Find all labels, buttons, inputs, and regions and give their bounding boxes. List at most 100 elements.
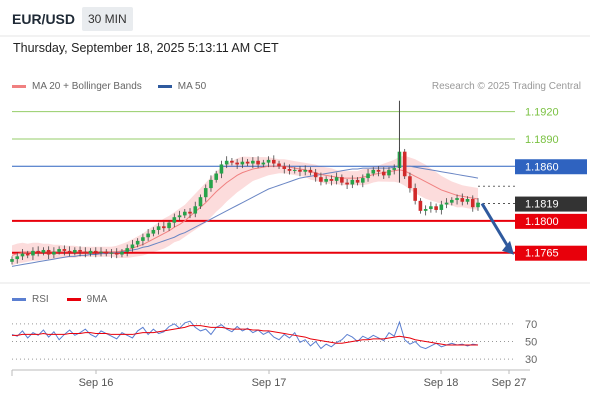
forecast-arrow <box>480 202 510 248</box>
candle-body <box>371 169 376 174</box>
research-credit: Research © 2025 Trading Central <box>431 81 581 92</box>
candle-body <box>120 251 124 255</box>
candle-body <box>434 206 438 210</box>
candle-body <box>25 253 30 256</box>
candle-body <box>376 169 381 172</box>
x-tick-label: Sep 27 <box>492 377 527 389</box>
rsi-legend: RSI 9MA <box>12 294 107 305</box>
candle-body <box>387 169 391 176</box>
level-tag-1.1800 <box>515 213 587 229</box>
candle-body <box>83 251 88 254</box>
legend-item-9ma: 9MA <box>66 294 108 305</box>
candle-body <box>392 168 397 170</box>
candle-body <box>261 162 266 165</box>
rsi-tick-label: 50 <box>525 337 537 349</box>
candle-body <box>298 169 302 172</box>
9ma-label: 9MA <box>86 294 108 305</box>
candle-body <box>324 178 328 182</box>
level-tag-1.1765 <box>515 245 587 261</box>
level-label-1.1860: 1.1860 <box>525 161 559 173</box>
bollinger-band <box>12 155 478 266</box>
rsi-line <box>11 320 479 350</box>
candle-body <box>251 160 255 164</box>
level-tag-1.1860 <box>515 159 587 175</box>
candle-body <box>172 217 177 223</box>
candle-body <box>162 226 166 229</box>
candle-body <box>109 252 114 254</box>
candle-body <box>245 161 250 164</box>
timestamp: Thursday, September 18, 2025 5:13:11 AM … <box>13 41 279 55</box>
candle-body <box>130 244 135 249</box>
candle-body <box>135 240 140 245</box>
candle-body <box>465 199 470 202</box>
timeframe-badge[interactable]: 30 MIN <box>82 7 133 31</box>
level-label-1.1800: 1.1800 <box>525 216 559 228</box>
candle-body <box>413 188 417 201</box>
price-legend: MA 20 + Bollinger Bands MA 50 <box>12 81 206 92</box>
candle-body <box>334 177 339 181</box>
candle-body <box>104 251 109 254</box>
candle-body <box>146 233 150 238</box>
candle-body <box>88 250 93 254</box>
candle-body <box>182 211 187 216</box>
rsi-tick-label: 30 <box>525 354 537 366</box>
x-tick-label: Sep 16 <box>79 377 114 389</box>
ma50-label: MA 50 <box>177 81 207 92</box>
rsi-label: RSI <box>32 294 49 305</box>
rsi-tick-label: 70 <box>525 319 537 331</box>
rsi-9ma-line <box>12 325 478 346</box>
ma50-swatch <box>157 85 172 88</box>
candle-body <box>193 206 198 214</box>
candle-body <box>429 206 433 210</box>
candle-body <box>408 176 412 189</box>
candle-body <box>476 202 480 208</box>
candle-body <box>78 249 82 252</box>
candle-body <box>15 256 20 260</box>
ma20-label: MA 20 + Bollinger Bands <box>32 81 142 92</box>
candle-body <box>350 179 355 185</box>
candle-body <box>340 177 344 183</box>
candle-body <box>177 215 182 218</box>
candle-body <box>444 202 449 205</box>
candle-body <box>470 199 475 208</box>
candle-body <box>36 250 40 253</box>
candle-body <box>224 160 229 165</box>
candle-body <box>41 249 46 253</box>
candle-body <box>214 173 219 180</box>
candle-body <box>20 253 25 257</box>
candle-body <box>73 249 77 253</box>
level-label-1.1819: 1.1819 <box>525 199 559 211</box>
candle-body <box>167 222 171 229</box>
candle-body <box>114 252 119 255</box>
legend-item-ma20: MA 20 + Bollinger Bands <box>12 81 142 92</box>
candle-body <box>188 211 192 214</box>
candle-body <box>240 161 245 165</box>
candle-body <box>460 198 465 202</box>
candle-body <box>345 182 349 185</box>
candle-body <box>277 163 281 167</box>
candle-body <box>93 250 98 253</box>
candle-body <box>402 151 407 177</box>
candle-body <box>31 250 35 256</box>
candle-body <box>62 249 67 251</box>
instrument-symbol: EUR/USD <box>12 11 76 27</box>
candle-body <box>256 160 260 165</box>
candle-body <box>450 199 454 203</box>
candle-body <box>156 226 161 230</box>
candle-body <box>151 229 156 234</box>
candle-body <box>271 159 276 164</box>
candle-body <box>308 169 313 173</box>
candle-body <box>125 248 129 252</box>
candle-body <box>366 173 370 179</box>
candle-body <box>198 197 203 207</box>
ma20-swatch <box>12 85 26 88</box>
candle-body <box>355 179 360 183</box>
candle-body <box>99 251 103 253</box>
legend-item-ma50: MA 50 <box>157 81 207 92</box>
candle-body <box>319 177 323 182</box>
candle-body <box>57 249 61 252</box>
candle-body <box>418 200 423 211</box>
level-label-1.1920: 1.1920 <box>525 107 559 119</box>
candle-body <box>46 249 51 255</box>
